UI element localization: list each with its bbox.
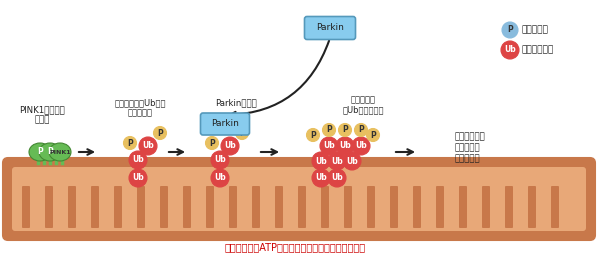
- FancyBboxPatch shape: [298, 186, 306, 228]
- Circle shape: [312, 169, 330, 187]
- FancyBboxPatch shape: [206, 186, 214, 228]
- Text: Ub: Ub: [346, 156, 358, 166]
- Text: P: P: [127, 138, 133, 148]
- Circle shape: [328, 169, 346, 187]
- FancyBboxPatch shape: [390, 186, 398, 228]
- Circle shape: [139, 137, 157, 155]
- Text: ユビキチン（Ub）鎖: ユビキチン（Ub）鎖: [114, 99, 166, 107]
- FancyBboxPatch shape: [183, 186, 191, 228]
- Text: ユビキチン: ユビキチン: [350, 96, 376, 104]
- FancyBboxPatch shape: [45, 186, 53, 228]
- FancyBboxPatch shape: [551, 186, 559, 228]
- FancyBboxPatch shape: [275, 186, 283, 228]
- FancyBboxPatch shape: [413, 186, 421, 228]
- Text: Parkinの移行: Parkinの移行: [215, 99, 257, 107]
- Circle shape: [501, 41, 519, 59]
- Circle shape: [129, 169, 147, 187]
- FancyBboxPatch shape: [459, 186, 467, 228]
- Text: P: P: [239, 129, 245, 137]
- Circle shape: [221, 137, 239, 155]
- Text: 活性化: 活性化: [34, 116, 50, 124]
- Text: Ub: Ub: [214, 173, 226, 183]
- Text: Ub: Ub: [315, 156, 327, 166]
- Circle shape: [205, 136, 218, 150]
- Text: ：ユビキチン: ：ユビキチン: [522, 45, 554, 55]
- FancyBboxPatch shape: [160, 186, 168, 228]
- FancyBboxPatch shape: [505, 186, 513, 228]
- Circle shape: [211, 169, 229, 187]
- FancyBboxPatch shape: [344, 186, 352, 228]
- FancyBboxPatch shape: [91, 186, 99, 228]
- Text: P: P: [209, 138, 215, 148]
- Circle shape: [307, 129, 320, 141]
- FancyBboxPatch shape: [305, 17, 355, 40]
- FancyBboxPatch shape: [137, 186, 145, 228]
- Circle shape: [343, 152, 361, 170]
- Circle shape: [235, 126, 248, 139]
- Text: P: P: [507, 25, 513, 35]
- Text: ンドリアの: ンドリアの: [455, 144, 481, 152]
- Circle shape: [211, 151, 229, 169]
- Circle shape: [336, 137, 354, 155]
- Text: P: P: [37, 148, 43, 156]
- FancyBboxPatch shape: [482, 186, 490, 228]
- Text: P: P: [47, 148, 53, 156]
- Text: （Ub）化の促進: （Ub）化の促進: [342, 105, 384, 115]
- Text: PINK1の蓄積と: PINK1の蓄積と: [19, 105, 65, 115]
- Text: 異常なミトコ: 異常なミトコ: [455, 133, 486, 141]
- Text: P: P: [358, 125, 364, 135]
- Text: Ub: Ub: [132, 155, 144, 165]
- Ellipse shape: [39, 143, 61, 161]
- Text: Parkin: Parkin: [316, 24, 344, 33]
- Text: 分解・除去: 分解・除去: [455, 154, 481, 164]
- Circle shape: [367, 129, 380, 141]
- Text: Ub: Ub: [214, 155, 226, 165]
- Circle shape: [320, 137, 338, 155]
- Text: P: P: [310, 131, 316, 139]
- Circle shape: [328, 152, 346, 170]
- FancyBboxPatch shape: [528, 186, 536, 228]
- Text: Ub: Ub: [323, 141, 335, 151]
- Text: ：リン酸基: ：リン酸基: [522, 25, 549, 35]
- Circle shape: [129, 151, 147, 169]
- Text: P: P: [326, 125, 332, 135]
- Text: Ub: Ub: [355, 141, 367, 151]
- Text: Ub: Ub: [339, 141, 351, 151]
- Text: Ub: Ub: [315, 173, 327, 183]
- Text: のリン酸化: のリン酸化: [128, 108, 152, 118]
- FancyBboxPatch shape: [3, 158, 595, 240]
- Circle shape: [323, 123, 335, 136]
- Text: Ub: Ub: [224, 141, 236, 151]
- Text: Ub: Ub: [331, 156, 343, 166]
- FancyBboxPatch shape: [22, 186, 30, 228]
- Text: PINK1: PINK1: [49, 150, 71, 154]
- Circle shape: [502, 22, 518, 38]
- Text: Ub: Ub: [132, 173, 144, 183]
- FancyBboxPatch shape: [321, 186, 329, 228]
- Text: 品質の悪い（ATPを合成できない）ミトコンドリア: 品質の悪い（ATPを合成できない）ミトコンドリア: [224, 242, 365, 252]
- Text: Ub: Ub: [504, 45, 516, 55]
- Text: P: P: [157, 129, 163, 137]
- FancyBboxPatch shape: [367, 186, 375, 228]
- Circle shape: [355, 123, 367, 136]
- FancyBboxPatch shape: [229, 186, 237, 228]
- FancyBboxPatch shape: [114, 186, 122, 228]
- FancyBboxPatch shape: [252, 186, 260, 228]
- FancyBboxPatch shape: [12, 167, 586, 231]
- Text: Ub: Ub: [142, 141, 154, 151]
- Circle shape: [312, 152, 330, 170]
- Circle shape: [338, 123, 352, 136]
- Ellipse shape: [29, 143, 51, 161]
- Text: Ub: Ub: [331, 173, 343, 183]
- Text: P: P: [342, 125, 348, 135]
- Text: Parkin: Parkin: [211, 119, 239, 129]
- FancyBboxPatch shape: [436, 186, 444, 228]
- Text: P: P: [370, 131, 376, 139]
- Circle shape: [352, 137, 370, 155]
- FancyBboxPatch shape: [68, 186, 76, 228]
- Circle shape: [124, 136, 137, 150]
- FancyBboxPatch shape: [200, 113, 250, 135]
- Circle shape: [154, 126, 167, 139]
- Ellipse shape: [49, 143, 71, 161]
